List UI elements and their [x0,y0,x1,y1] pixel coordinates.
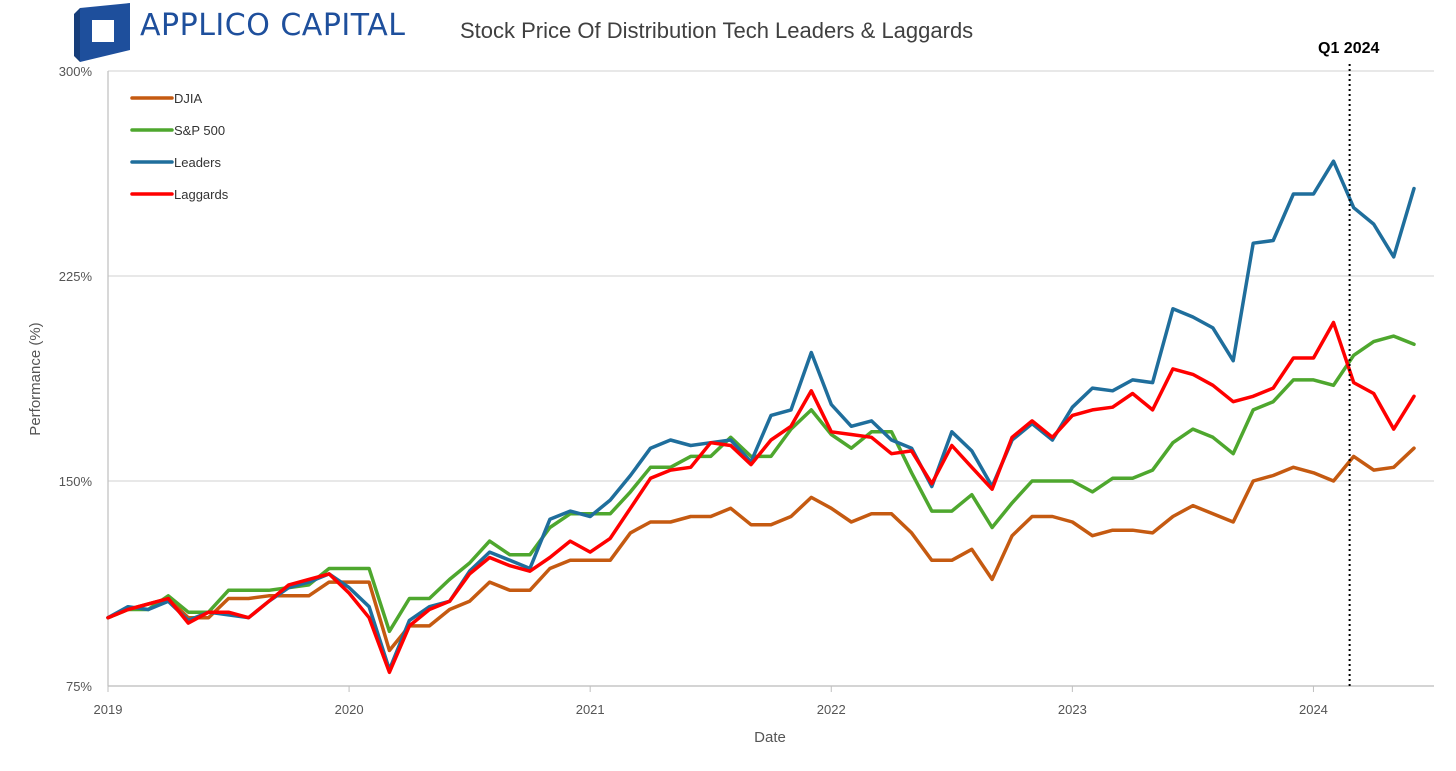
q1-2024-label: Q1 2024 [1318,40,1380,57]
x-tick-label: 2023 [1058,702,1087,717]
x-axis-label: Date [754,729,786,746]
legend-label: S&P 500 [174,123,225,138]
x-tick-label: 2020 [335,702,364,717]
x-axis-ticks: 2019 2020 2021 2022 2023 2024 [94,686,1328,717]
y-axis-ticks: 75% 150% 225% 300% [59,64,93,694]
series-line-s-p-500 [106,334,1416,634]
series-lines [106,159,1416,675]
y-axis-label: Performance (%) [27,322,44,435]
legend-label: DJIA [174,91,203,106]
axes [107,71,1434,687]
brand-name: APPLICO CAPITAL [140,8,406,43]
legend: DJIA S&P 500 Leaders Laggards [130,91,229,202]
y-tick-label: 150% [59,474,93,489]
y-tick-label: 300% [59,64,93,79]
x-tick-label: 2024 [1299,702,1328,717]
series-line-leaders [106,159,1416,672]
applico-logo-icon [74,3,130,62]
x-tick-label: 2022 [817,702,846,717]
x-tick-label: 2021 [576,702,605,717]
gridlines [108,70,1434,687]
legend-label: Laggards [174,187,229,202]
y-tick-label: 225% [59,269,93,284]
series-line-djia [106,446,1416,653]
legend-label: Leaders [174,155,221,170]
y-tick-label: 75% [66,679,92,694]
chart-title: Stock Price Of Distribution Tech Leaders… [460,18,974,43]
series-line-laggards [106,320,1416,675]
x-tick-label: 2019 [94,702,123,717]
